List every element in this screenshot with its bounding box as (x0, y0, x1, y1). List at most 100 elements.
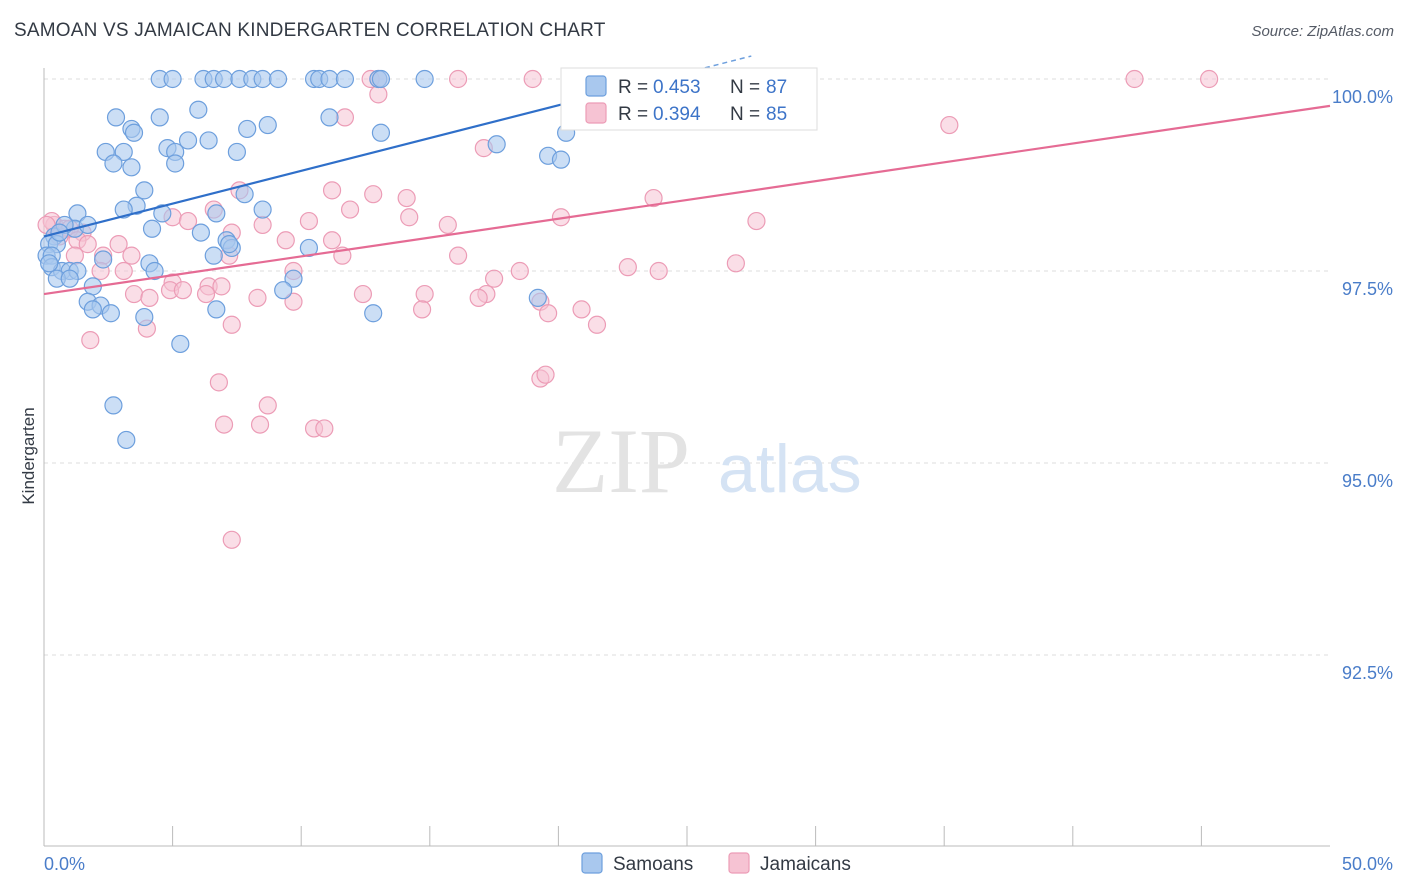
jamaican-point (284, 292, 303, 311)
x-ticks (172, 826, 1202, 846)
samoan-point (284, 269, 303, 288)
samoan-point (40, 254, 59, 273)
samoan-point (528, 288, 547, 307)
samoan-point (171, 334, 190, 354)
samoans-legend-label: Samoans (613, 854, 693, 875)
jamaican-point (109, 235, 128, 254)
jamaican-point (1125, 69, 1144, 89)
samoan-point (207, 204, 226, 223)
jamaican-point (214, 415, 234, 434)
samoan-point (238, 119, 257, 139)
jamaican-point (322, 181, 342, 200)
samoan-point (253, 69, 272, 89)
y-tick-labels: 100.0% 97.5% 95.0% 92.5% (1332, 87, 1393, 683)
jamaican-legend-swatch (585, 102, 607, 124)
samoan-point (150, 108, 169, 127)
samoan-point (153, 204, 172, 223)
jamaican-point (364, 185, 383, 204)
jamaican-n-value: 85 (766, 104, 787, 125)
samoan-point (83, 300, 102, 319)
x-tick-labels: 0.0% 50.0% (44, 854, 1393, 874)
jamaicans-legend-swatch (728, 852, 750, 874)
samoan-point (117, 430, 136, 450)
jamaican-r-label: R = (618, 104, 648, 125)
samoan-point (258, 115, 277, 135)
samoan-point (114, 142, 133, 162)
samoan-point (191, 223, 210, 242)
jamaican-point (276, 231, 295, 250)
samoan-points (37, 69, 594, 450)
jamaican-point (523, 69, 542, 89)
jamaican-point (1200, 69, 1219, 89)
jamaican-point (258, 396, 277, 415)
samoan-point (114, 200, 133, 219)
watermark-zip: ZIP (552, 410, 690, 512)
jamaican-point (412, 300, 432, 319)
samoan-point (163, 69, 182, 89)
jamaican-trend-line (43, 104, 1331, 296)
jamaican-point (397, 188, 416, 208)
samoan-point (274, 281, 293, 300)
samoan-point (145, 261, 164, 281)
jamaican-point (253, 215, 272, 235)
y-tick-label: 100.0% (1332, 87, 1393, 107)
samoan-point (106, 108, 126, 127)
jamaican-point (726, 254, 745, 273)
samoan-point (94, 250, 113, 269)
stats-legend: R = 0.453 N = 87 R = 0.394 N = 85 (560, 67, 818, 131)
jamaican-point (250, 415, 270, 434)
jamaican-point (747, 211, 766, 231)
jamaican-point (196, 284, 216, 304)
jamaican-point (322, 231, 342, 250)
samoan-point (214, 69, 234, 89)
gridlines (44, 78, 1330, 656)
jamaican-point (510, 261, 529, 281)
jamaican-point (248, 288, 267, 307)
jamaican-point (448, 246, 468, 265)
samoan-point (204, 246, 223, 265)
jamaican-point (438, 215, 457, 235)
y-tick-label: 97.5% (1342, 279, 1393, 299)
jamaican-point (448, 69, 468, 89)
jamaican-point (173, 281, 192, 300)
jamaican-point (415, 284, 434, 304)
jamaican-point (572, 300, 591, 319)
samoan-point (235, 185, 254, 204)
samoan-point (335, 69, 355, 89)
samoan-point (135, 307, 154, 327)
samoan-point (487, 135, 506, 154)
samoan-point (166, 154, 185, 173)
samoan-point (199, 131, 218, 150)
jamaican-point (315, 419, 334, 438)
samoan-point (122, 158, 141, 177)
jamaican-point (539, 304, 558, 323)
jamaican-point (587, 315, 607, 334)
samoan-point (101, 304, 120, 323)
samoan-point (124, 123, 144, 142)
jamaican-point (81, 331, 100, 350)
jamaican-point (222, 530, 241, 549)
jamaican-point (618, 258, 637, 277)
samoan-point (299, 238, 319, 258)
samoan-point (364, 304, 383, 323)
jamaican-point (209, 373, 228, 392)
samoan-point (320, 108, 339, 127)
jamaican-point (400, 208, 419, 227)
jamaican-point (485, 269, 504, 288)
samoan-point (207, 300, 226, 319)
samoan-point (189, 100, 208, 119)
samoan-point (104, 396, 123, 415)
jamaican-point (940, 115, 959, 135)
watermark: ZIP atlas (552, 410, 862, 512)
samoan-n-label: N = (730, 77, 760, 98)
samoan-n-value: 87 (766, 77, 787, 98)
jamaicans-legend-label: Jamaicans (760, 854, 851, 875)
chart-title: SAMOAN VS JAMAICAN KINDERGARTEN CORRELAT… (14, 20, 606, 41)
samoan-point (371, 123, 391, 142)
samoan-point (253, 200, 272, 219)
jamaican-points (37, 69, 1219, 549)
samoan-point (415, 69, 434, 89)
source-label: Source: ZipAtlas.com (1251, 23, 1394, 40)
jamaican-point (178, 211, 198, 231)
y-axis-label: Kindergarten (19, 407, 38, 504)
